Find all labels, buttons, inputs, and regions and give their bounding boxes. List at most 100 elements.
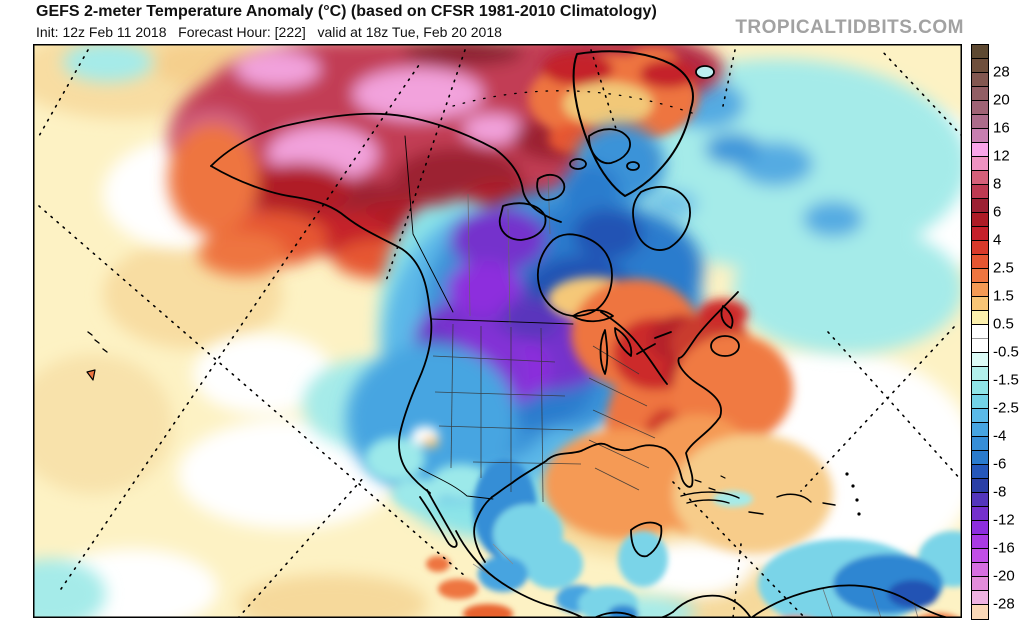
newfoundland bbox=[710, 335, 740, 357]
colorbar-label: 0.5 bbox=[993, 315, 1014, 333]
arctic-islet bbox=[626, 161, 640, 171]
colorbar-label: -1.5 bbox=[993, 371, 1019, 389]
colorbar-label: -2.5 bbox=[993, 399, 1019, 417]
east-gulf-coast bbox=[491, 291, 739, 498]
colorbar-band bbox=[972, 465, 988, 479]
colorbar-band bbox=[972, 269, 988, 283]
lesser-antilles bbox=[845, 472, 861, 516]
us-canada-border bbox=[430, 318, 574, 325]
colorbar-band bbox=[972, 255, 988, 269]
colorbar-band bbox=[972, 451, 988, 465]
colorbar-label: 16 bbox=[993, 119, 1010, 137]
colorbar-bands bbox=[971, 44, 989, 620]
colorbar-band bbox=[972, 493, 988, 507]
colorbar-label: -6 bbox=[993, 455, 1007, 473]
colorbar-band bbox=[972, 549, 988, 563]
us-mexico-border bbox=[418, 467, 494, 500]
colorbar-band bbox=[972, 171, 988, 185]
map-svg bbox=[33, 44, 962, 618]
banks-island bbox=[536, 173, 566, 201]
hawaii-big-island bbox=[86, 369, 96, 381]
colorbar-band bbox=[972, 185, 988, 199]
colorbar-label: -28 bbox=[993, 595, 1015, 613]
colorbar-label: -0.5 bbox=[993, 343, 1019, 361]
colorbar-band bbox=[972, 199, 988, 213]
map-frame bbox=[33, 44, 962, 618]
colorbar-band bbox=[972, 605, 988, 619]
colorbar-band bbox=[972, 311, 988, 325]
colorbar-band bbox=[972, 143, 988, 157]
colorbar-label: -20 bbox=[993, 567, 1015, 585]
iceland bbox=[695, 65, 715, 79]
colorbar-band bbox=[972, 129, 988, 143]
colorbar-band bbox=[972, 507, 988, 521]
page-title: GEFS 2-meter Temperature Anomaly (°C) (b… bbox=[36, 3, 657, 20]
colorbar-band bbox=[972, 367, 988, 381]
baja-california bbox=[419, 489, 458, 548]
colorbar-label: 8 bbox=[993, 175, 1002, 193]
colorbar-label: -8 bbox=[993, 483, 1007, 501]
colorbar-labels: 28 20 16 12 8 6 4 2.5 1.5 0.5 -0.5 -1.5 -2.5 -4 -6 -8 -1… bbox=[993, 44, 1023, 618]
colorbar-label: -12 bbox=[993, 511, 1015, 529]
colorbar-label: -16 bbox=[993, 539, 1015, 557]
colorbar-band bbox=[972, 325, 988, 339]
baffin-island bbox=[632, 186, 691, 251]
colorbar-band bbox=[972, 101, 988, 115]
lake-superior bbox=[572, 309, 614, 323]
alaska-yukon-border bbox=[404, 135, 454, 313]
colorbar-band bbox=[972, 283, 988, 297]
panama-colombia-coast bbox=[672, 594, 752, 618]
yucatan bbox=[630, 521, 663, 558]
colorbar-label: 6 bbox=[993, 203, 1002, 221]
colorbar-band bbox=[972, 213, 988, 227]
tropicaltidbits-watermark: TROPICALTIDBITS.COM bbox=[735, 17, 964, 38]
hudson-bay bbox=[537, 233, 613, 317]
colorbar-band bbox=[972, 409, 988, 423]
ellesmere-island bbox=[588, 128, 631, 165]
colorbar-band bbox=[972, 227, 988, 241]
colorbar-label: 4 bbox=[993, 231, 1002, 249]
alaska-north-coast bbox=[210, 112, 496, 167]
greenland bbox=[572, 50, 694, 197]
colorbar-band bbox=[972, 563, 988, 577]
lake-michigan bbox=[599, 329, 609, 375]
colorbar-label: 28 bbox=[993, 63, 1010, 81]
mexico-west-coast bbox=[455, 530, 586, 618]
colorbar-band bbox=[972, 87, 988, 101]
colorbar-band bbox=[972, 339, 988, 353]
lake-erie bbox=[636, 343, 656, 355]
bahamas bbox=[694, 475, 726, 491]
puerto-rico bbox=[822, 502, 836, 506]
mexico-east-coast bbox=[473, 496, 493, 563]
colorbar-label: 1.5 bbox=[993, 287, 1014, 305]
colorbar-band bbox=[972, 437, 988, 451]
colorbar-label: -4 bbox=[993, 427, 1007, 445]
temperature-anomaly-map bbox=[33, 44, 962, 618]
colorbar-band bbox=[972, 423, 988, 437]
init-forecast-line: Init: 12z Feb 11 2018 Forecast Hour: [22… bbox=[36, 24, 502, 40]
colorbar-band bbox=[972, 59, 988, 73]
colorbar-band bbox=[972, 395, 988, 409]
graticule-lines bbox=[38, 49, 962, 618]
victoria-island bbox=[498, 202, 547, 241]
nova-scotia bbox=[720, 305, 734, 329]
colorbar-band bbox=[972, 297, 988, 311]
coastlines bbox=[86, 50, 950, 618]
colorbar-band bbox=[972, 241, 988, 255]
colorbar-band bbox=[972, 381, 988, 395]
colorbar-band bbox=[972, 353, 988, 367]
lake-huron bbox=[614, 327, 633, 357]
labrador-coast bbox=[600, 311, 668, 385]
colorbar-band bbox=[972, 521, 988, 535]
colorbar-band bbox=[972, 45, 988, 59]
colorbar-band bbox=[972, 157, 988, 171]
colorbar-band bbox=[972, 479, 988, 493]
cuba bbox=[680, 491, 740, 504]
jamaica bbox=[748, 511, 764, 515]
colorbar-label: 12 bbox=[993, 147, 1010, 165]
colorbar-band bbox=[972, 591, 988, 605]
colorbar-label: 20 bbox=[993, 91, 1010, 109]
south-america-coast bbox=[750, 584, 950, 618]
state-borders bbox=[432, 173, 919, 618]
hawaii-chain bbox=[87, 331, 108, 353]
